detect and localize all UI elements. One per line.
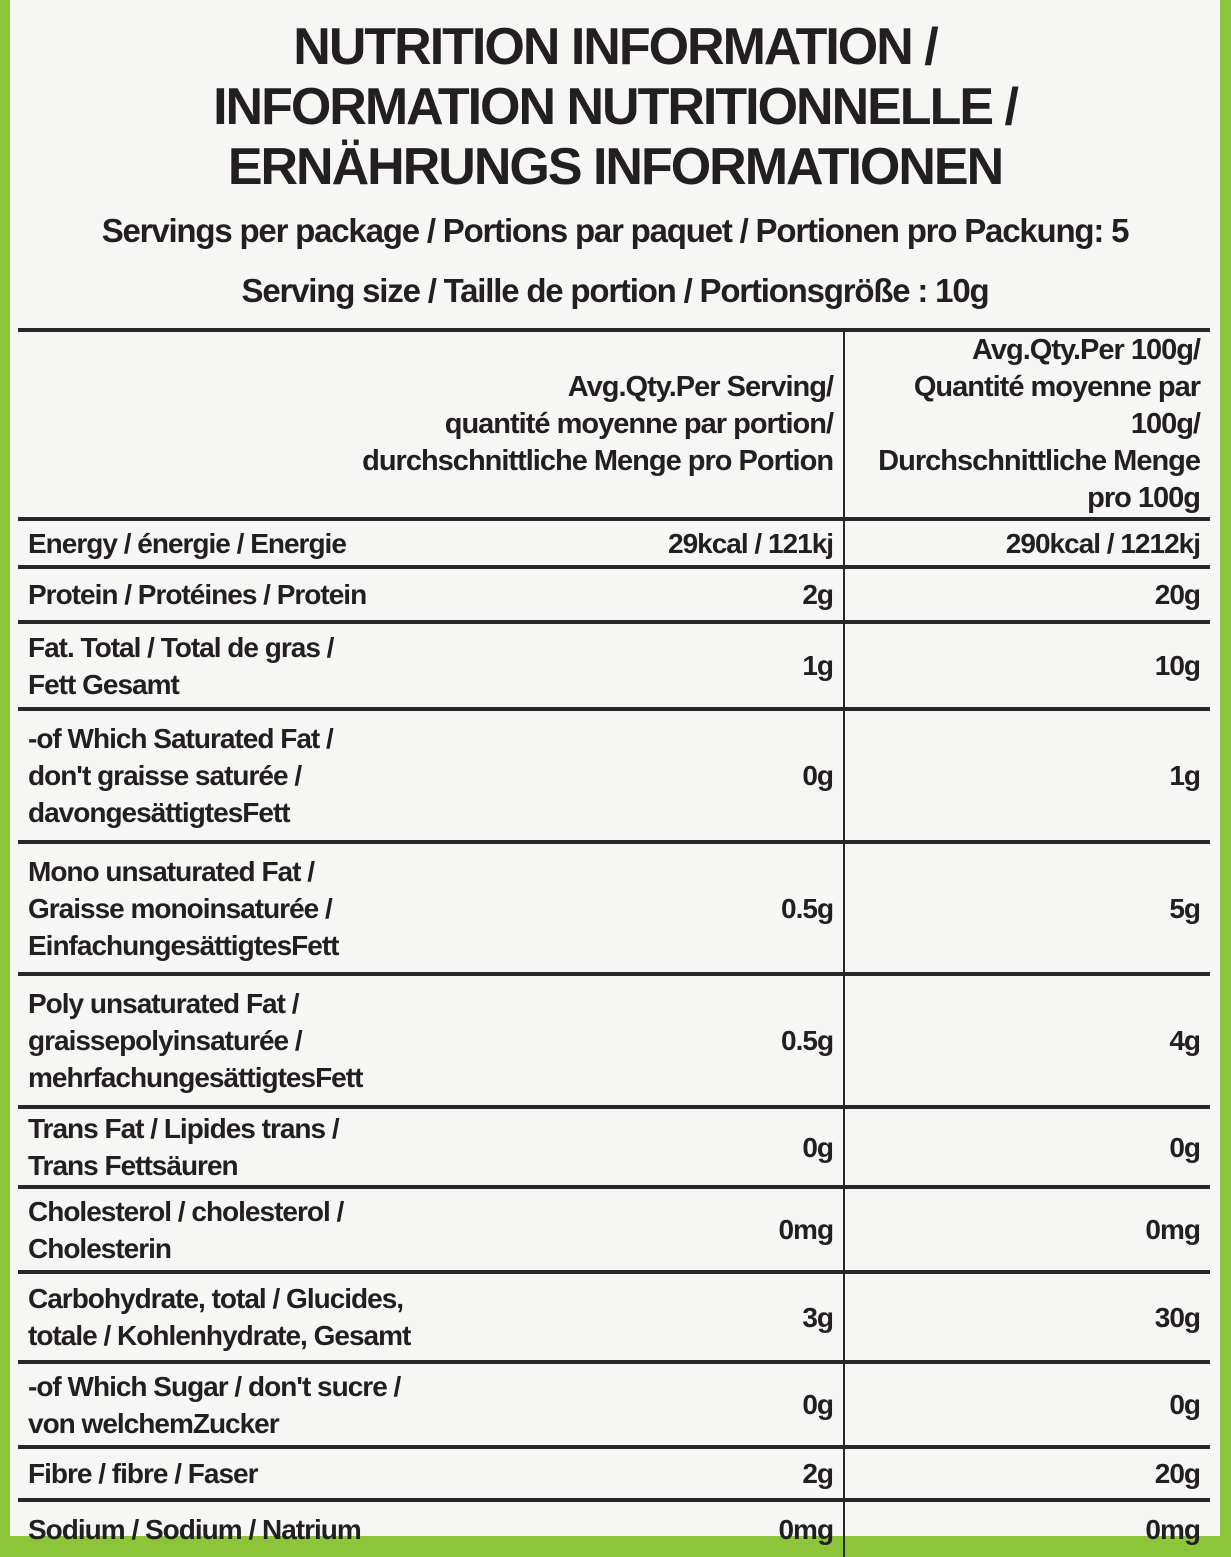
title-line-fr: INFORMATION NUTRITIONNELLE / [213,78,1019,136]
nutrient-label-line: -of Which Sugar / don't sucre / [28,1370,401,1402]
per-serving-value: 2g [658,565,846,622]
per-100g-value: 0g [844,1105,1210,1187]
nutrient-label-line: Trans Fettsäuren [28,1150,239,1181]
table-row: -of Which Saturated Fat / don't graisse s… [18,707,1210,842]
per-100g-value: 0mg [844,1185,1210,1272]
per-serving-value: 0g [658,707,846,842]
title-line-en: NUTRITION INFORMATION / [293,18,938,76]
nutrient-label: Cholesterol / cholesterol / Cholesterin [18,1185,658,1272]
table-row: Trans Fat / Lipides trans / Trans Fettsäu… [18,1105,1210,1187]
per-serving-value: 0.5g [658,972,846,1107]
nutrient-label: Mono unsaturated Fat / Graisse monoinsatu… [18,840,658,974]
nutrient-label-line: mehrfachungesättigtesFett [28,1062,363,1093]
per-100g-value: 10g [844,620,1210,709]
header-line: pro 100g [1087,482,1201,514]
per-100g-value: 20g [844,1445,1210,1500]
per-serving-value: 29kcal / 121kj [658,517,846,567]
table-row: Protein / Protéines / Protein 2g 20g [18,565,1210,622]
header-line: quantité moyenne par portion/ [444,408,834,440]
nutrient-label: Energy / énergie / Energie [18,517,658,567]
nutrient-label: Protein / Protéines / Protein [18,565,658,622]
nutrient-label-line: Trans Fat / Lipides trans / [28,1113,340,1144]
table-row: Energy / énergie / Energie 29kcal / 121kj… [18,517,1210,567]
nutrient-label: -of Which Saturated Fat / don't graisse s… [18,707,658,842]
nutrient-label-line: Graisse monoinsaturée / [28,892,333,924]
per-serving-value: 3g [658,1270,846,1362]
header-per-100g: Avg.Qty.Per 100g/ Quantité moyenne par 1… [844,328,1210,519]
nutrient-label: Sodium / Sodium / Natrium [18,1498,658,1557]
nutrient-label: -of Which Sugar / don't sucre / von welch… [18,1360,658,1447]
per-serving-value: 0mg [658,1185,846,1272]
nutrient-label-line: totale / Kohlenhydrate, Gesamt [28,1320,411,1351]
per-serving-value: 2g [658,1445,846,1500]
nutrient-label-line: Mono unsaturated Fat / [28,855,315,887]
per-100g-value: 20g [844,565,1210,622]
nutrient-label-line: von welchemZucker [28,1407,280,1439]
per-serving-value: 0g [658,1360,846,1447]
nutrient-label: Fibre / fibre / Faser [18,1445,658,1500]
table-row: Mono unsaturated Fat / Graisse monoinsatu… [18,840,1210,974]
nutrient-label-line: Cholesterin [28,1232,172,1264]
nutrient-label-line: Carbohydrate, total / Glucides, [28,1283,404,1314]
nutrient-label-line: davongesättigtesFett [28,797,291,828]
per-serving-value: 0mg [658,1498,846,1557]
per-100g-value: 0g [844,1360,1210,1447]
table-row: Cholesterol / cholesterol / Cholesterin 0m… [18,1185,1210,1272]
nutrient-label-line: Energy / énergie / Energie [28,527,347,559]
nutrition-table: Avg.Qty.Per Serving/ quantité moyenne pa… [18,328,1210,1557]
per-100g-value: 4g [844,972,1210,1107]
nutrient-label-line: don't graisse saturée / [28,760,302,791]
nutrient-label-line: Cholesterol / cholesterol / [28,1195,344,1227]
nutrient-label: Fat. Total / Total de gras / Fett Gesamt [18,620,658,709]
nutrient-label: Trans Fat / Lipides trans / Trans Fettsäu… [18,1105,658,1187]
table-row: Sodium / Sodium / Natrium 0mg 0mg [18,1498,1210,1557]
per-100g-value: 5g [844,840,1210,974]
table-row: Carbohydrate, total / Glucides, totale / … [18,1270,1210,1362]
serving-size: Serving size / Taille de portion / Porti… [241,272,990,309]
nutrient-label-line: -of Which Saturated Fat / [28,723,334,754]
nutrient-label-line: Sodium / Sodium / Natrium [28,1514,362,1545]
per-100g-value: 0mg [844,1498,1210,1557]
header-line: Durchschnittliche Menge [878,445,1201,477]
nutrition-label: NUTRITION INFORMATION / INFORMATION NUTR… [10,0,1220,1557]
table-header-row: Avg.Qty.Per Serving/ quantité moyenne pa… [18,328,1210,519]
nutrient-label: Poly unsaturated Fat / graissepolyinsatur… [18,972,658,1107]
nutrient-label: Carbohydrate, total / Glucides, totale / … [18,1270,658,1362]
nutrient-label-line: graissepolyinsaturée / [28,1025,303,1056]
header-line: Avg.Qty.Per 100g/ [972,334,1201,366]
table-row: Fat. Total / Total de gras / Fett Gesamt 1… [18,620,1210,709]
per-100g-value: 290kcal / 1212kj [844,517,1210,567]
per-100g-value: 1g [844,707,1210,842]
nutrient-label-line: Fett Gesamt [28,668,180,700]
table-row: Poly unsaturated Fat / graissepolyinsatur… [18,972,1210,1107]
per-serving-value: 1g [658,620,846,709]
per-serving-value: 0g [658,1105,846,1187]
title-line-de: ERNÄHRUNGS INFORMATIONEN [227,138,1004,196]
per-serving-value: 0.5g [658,840,846,974]
header-per-serving: Avg.Qty.Per Serving/ quantité moyenne pa… [18,328,846,519]
table-row: Fibre / fibre / Faser 2g 20g [18,1445,1210,1500]
nutrient-label-line: Fat. Total / Total de gras / [28,631,334,663]
nutrient-label-line: EinfachungesättigtesFett [28,929,339,961]
header-line: Avg.Qty.Per Serving/ [567,371,834,403]
header-line: durchschnittliche Menge pro Portion [362,445,834,477]
nutrient-label-line: Protein / Protéines / Protein [28,579,367,610]
servings-per-package: Servings per package / Portions par paqu… [101,212,1130,249]
nutrient-label-line: Poly unsaturated Fat / [28,988,300,1019]
header-line: Quantité moyenne par 100g/ [913,371,1201,440]
table-row: -of Which Sugar / don't sucre / von welch… [18,1360,1210,1447]
nutrient-label-line: Fibre / fibre / Faser [28,1458,259,1489]
per-100g-value: 30g [844,1270,1210,1362]
